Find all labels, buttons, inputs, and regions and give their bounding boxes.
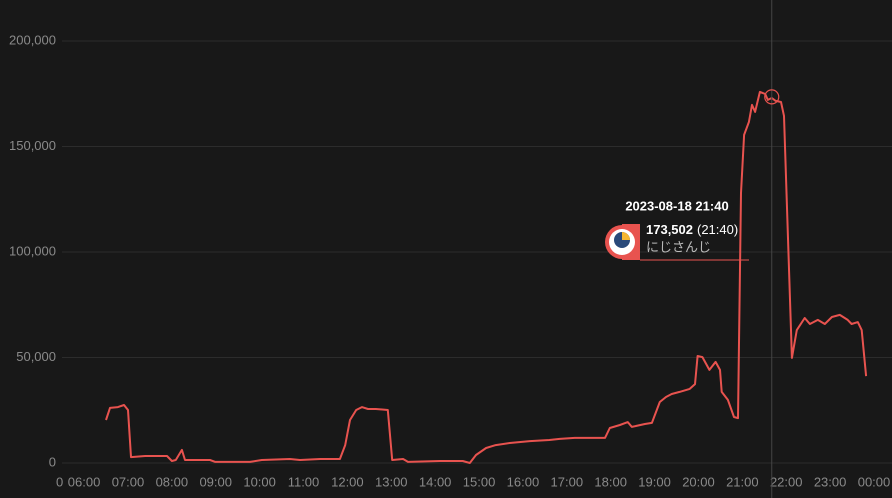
tooltip-value: 173,502 (21:40): [646, 222, 738, 237]
x-tick-label: 12:00: [331, 474, 364, 489]
x-tick-label: 10:00: [243, 474, 276, 489]
tooltip-value-number: 173,502: [646, 222, 693, 237]
x-tick-label: 0: [56, 474, 63, 489]
x-tick-label: 18:00: [594, 474, 627, 489]
y-tick-label: 50,000: [16, 349, 56, 364]
x-tick-label: 08:00: [156, 474, 189, 489]
y-tick-label: 200,000: [9, 32, 56, 47]
x-tick-label: 23:00: [814, 474, 847, 489]
x-tick-label: 06:00: [68, 474, 101, 489]
x-tick-label: 00:00: [858, 474, 891, 489]
x-tick-label: 14:00: [419, 474, 452, 489]
y-tick-label: 100,000: [9, 243, 56, 258]
tooltip: 2023-08-18 21:40 173,502 (21:40) にじさんじ: [605, 198, 749, 261]
tooltip-title: 2023-08-18 21:40: [625, 198, 728, 213]
x-tick-label: 22:00: [770, 474, 803, 489]
x-tick-label: 07:00: [112, 474, 145, 489]
x-tick-label: 21:00: [726, 474, 759, 489]
x-tick-label: 11:00: [288, 474, 320, 489]
y-tick-label: 150,000: [9, 138, 56, 153]
x-tick-label: 15:00: [463, 474, 496, 489]
tooltip-time: (21:40): [697, 222, 738, 237]
tooltip-name: にじさんじ: [646, 239, 711, 254]
avatar-icon-color: [622, 232, 630, 240]
x-tick-label: 17:00: [551, 474, 584, 489]
x-tick-label: 09:00: [199, 474, 232, 489]
y-tick-label: 0: [49, 454, 56, 469]
hover-point: [764, 89, 780, 105]
x-tick-label: 19:00: [638, 474, 671, 489]
x-tick-label: 20:00: [682, 474, 715, 489]
series-line: [105, 90, 868, 464]
x-tick-label: 16:00: [507, 474, 540, 489]
x-tick-label: 13:00: [375, 474, 408, 489]
